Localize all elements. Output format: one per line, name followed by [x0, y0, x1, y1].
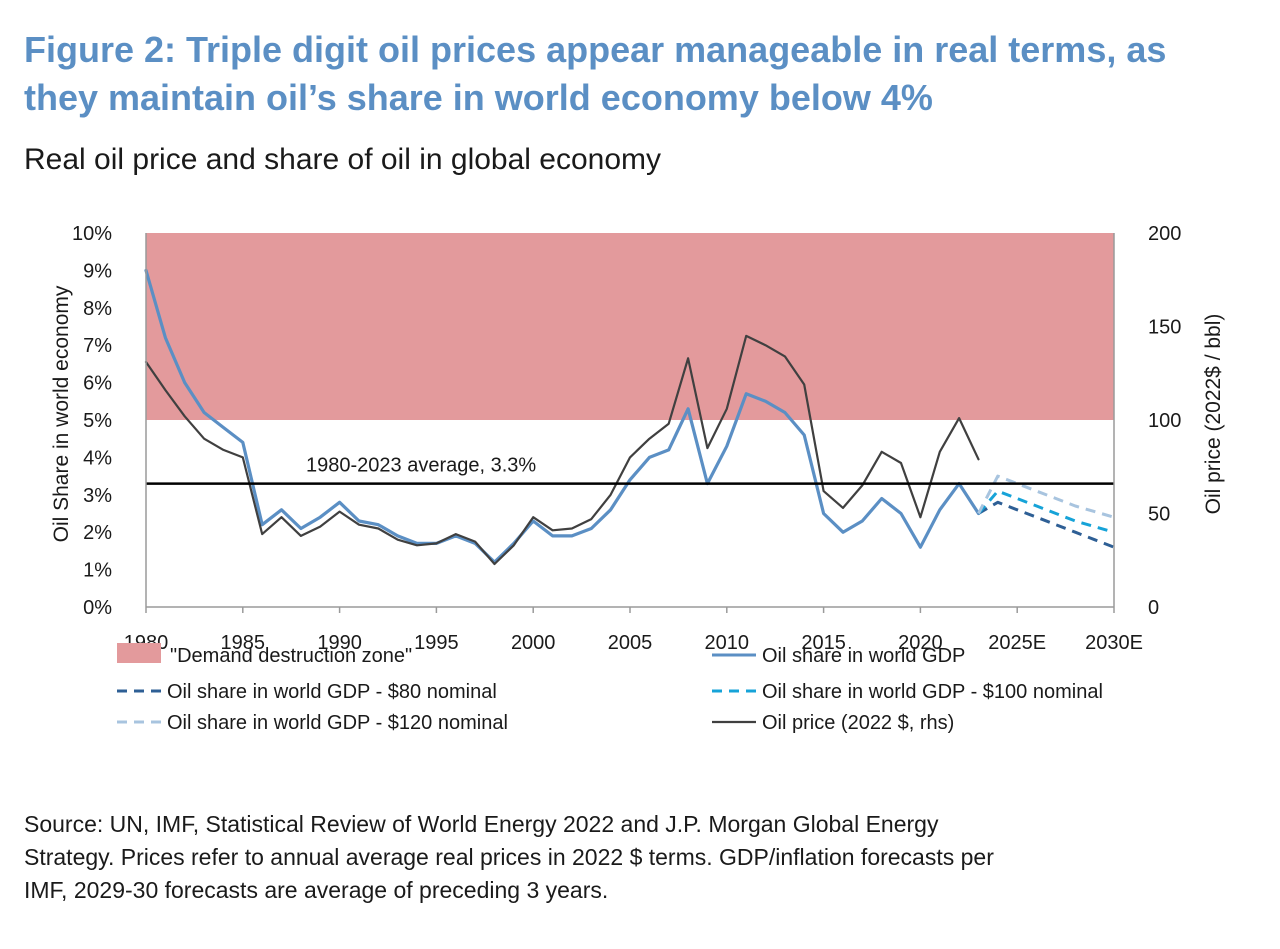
x-tick-label: 2000 [511, 632, 556, 654]
legend: "Demand destruction zone" Oil share in wo… [117, 643, 1103, 734]
y-tick-label-left: 3% [83, 485, 112, 507]
y-tick-label-left: 4% [83, 447, 112, 469]
x-tick-label: 2030E [1085, 632, 1143, 654]
legend-label-share100: Oil share in world GDP - $100 nominal [762, 681, 1103, 703]
chart: 1980-2023 average, 3.3% Oil Share in wor… [50, 223, 1225, 734]
legend-label-share120: Oil share in world GDP - $120 nominal [167, 712, 508, 734]
y-tick-label-right: 0 [1148, 597, 1159, 619]
series-line-share80 [977, 500, 1115, 549]
y-tick-label-right: 150 [1148, 317, 1181, 339]
x-tick-label: 2015 [801, 632, 846, 654]
y-tick-label-right: 100 [1148, 410, 1181, 432]
x-tick-label: 2020 [898, 632, 943, 654]
y-tick-label-right: 200 [1148, 223, 1181, 245]
x-tick-label: 2025E [988, 632, 1046, 654]
source-line-1: Source: UN, IMF, Statistical Review of W… [24, 811, 939, 837]
y-tick-label-left: 2% [83, 522, 112, 544]
figure-title: Figure 2: Triple digit oil prices appear… [24, 26, 1254, 122]
y-tick-label-left: 6% [83, 373, 112, 395]
y-axis-title-right: Oil price (2022$ / bbl) [1202, 314, 1225, 515]
average-label: 1980-2023 average, 3.3% [306, 455, 536, 477]
axes: Oil Share in world economy Oil price (20… [50, 223, 1225, 654]
series-line-share [144, 268, 981, 564]
y-tick-label-left: 10% [72, 223, 112, 245]
y-tick-label-left: 5% [83, 410, 112, 432]
y-axis-title-left: Oil Share in world economy [50, 285, 73, 542]
x-tick-label: 2005 [608, 632, 653, 654]
legend-label-zone: "Demand destruction zone" [170, 645, 412, 667]
y-tick-label-left: 9% [83, 260, 112, 282]
source-note: Source: UN, IMF, Statistical Review of W… [24, 808, 1204, 907]
series-line-oil [144, 334, 980, 566]
series-line-share120 [977, 474, 1115, 519]
chart-subtitle: Real oil price and share of oil in globa… [24, 143, 662, 176]
x-tick-label: 1990 [317, 632, 362, 654]
y-tick-label-left: 7% [83, 335, 112, 357]
plot-area: 1980-2023 average, 3.3% [144, 233, 1115, 566]
figure-title-line-2: they maintain oil’s share in world econo… [24, 77, 933, 118]
y-tick-label-left: 0% [83, 597, 112, 619]
y-tick-label-left: 8% [83, 298, 112, 320]
legend-swatch-zone [117, 643, 161, 663]
legend-label-share: Oil share in world GDP [762, 645, 965, 667]
y-tick-label-left: 1% [83, 560, 112, 582]
x-tick-label: 1985 [221, 632, 266, 654]
legend-label-oil: Oil price (2022 $, rhs) [762, 712, 954, 734]
x-tick-label: 1995 [414, 632, 459, 654]
legend-label-share80: Oil share in world GDP - $80 nominal [167, 681, 497, 703]
y-tick-label-right: 50 [1148, 504, 1170, 526]
source-line-2: Strategy. Prices refer to annual average… [24, 844, 994, 870]
figure-title-line-1: Figure 2: Triple digit oil prices appear… [24, 29, 1167, 70]
x-tick-label: 2010 [705, 632, 750, 654]
demand-destruction-zone [146, 233, 1114, 420]
source-line-3: IMF, 2029-30 forecasts are average of pr… [24, 877, 609, 903]
